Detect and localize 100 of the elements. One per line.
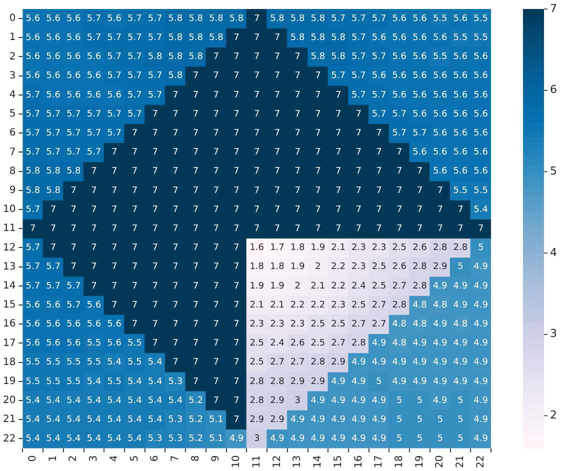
- data-label: 4.9: [432, 376, 448, 387]
- data-label: 2.3: [331, 300, 346, 310]
- data-label: 7: [213, 319, 220, 330]
- data-label: 7: [152, 338, 158, 349]
- data-label: 5.4: [107, 434, 122, 444]
- data-label: 7: [254, 52, 260, 62]
- data-label: 7: [192, 90, 199, 100]
- data-label: 7: [111, 262, 118, 272]
- data-label: 2.8: [270, 376, 285, 387]
- data-label: 4.9: [453, 358, 468, 368]
- data-label: 5.4: [26, 434, 40, 444]
- data-label: 7: [132, 224, 138, 234]
- y-tick-label: 9: [9, 185, 16, 196]
- data-label: 4.8: [412, 319, 428, 330]
- data-label: 7: [132, 281, 138, 292]
- data-label: 7: [213, 166, 220, 177]
- data-label: 7: [172, 338, 178, 349]
- data-label: 5.4: [107, 414, 122, 425]
- data-label: 5.6: [453, 52, 468, 62]
- data-label: 5: [458, 434, 464, 444]
- data-label: 7: [192, 376, 199, 387]
- data-label: 4.9: [453, 376, 468, 387]
- data-label: 7: [274, 186, 280, 196]
- x-tick-label: 19: [414, 455, 426, 468]
- data-label: 1.9: [310, 243, 326, 254]
- data-label: 7: [254, 14, 260, 24]
- data-label: 7: [396, 186, 402, 196]
- data-label: 5.7: [46, 148, 60, 158]
- data-label: 5.4: [66, 434, 82, 444]
- data-label: 2.5: [351, 300, 366, 310]
- data-label: 1.8: [250, 262, 264, 272]
- data-label: 5.6: [86, 71, 102, 82]
- data-label: 7: [192, 128, 199, 138]
- data-label: 5.6: [46, 71, 61, 82]
- data-label: 7: [192, 338, 199, 349]
- data-label: 7: [294, 128, 300, 138]
- data-label: 2: [294, 281, 300, 292]
- data-label: 5.6: [474, 148, 488, 158]
- data-label: 5: [478, 243, 484, 254]
- data-label: 5.7: [66, 128, 81, 138]
- data-label: 7: [315, 224, 321, 234]
- data-label: 7: [213, 186, 220, 196]
- data-label: 2.5: [331, 319, 346, 330]
- data-label: 2.8: [250, 396, 264, 406]
- data-label: 4.9: [372, 358, 386, 368]
- data-label: 7: [172, 204, 178, 215]
- y-tick-label: 8: [9, 166, 16, 177]
- data-label: 5.7: [372, 14, 386, 24]
- data-label: 5.6: [432, 71, 448, 82]
- data-label: 5.6: [412, 109, 428, 120]
- data-label: 7: [437, 204, 443, 215]
- y-tick-label: 12: [2, 242, 16, 254]
- data-label: 7: [213, 396, 220, 406]
- data-label: 7: [416, 186, 423, 196]
- data-label: 2.5: [392, 243, 407, 254]
- data-label: 2.9: [290, 376, 306, 387]
- data-label: 5.6: [453, 128, 468, 138]
- data-label: 5.7: [46, 128, 60, 138]
- data-label: 7: [416, 166, 423, 177]
- data-label: 5.7: [128, 32, 142, 43]
- y-tick-label: 2: [9, 51, 16, 62]
- x-tick-label: 8: [190, 455, 202, 462]
- data-label: 2.6: [290, 338, 306, 349]
- data-label: 7: [315, 128, 321, 138]
- data-label: 5.6: [392, 52, 407, 62]
- data-label: 5.8: [188, 52, 204, 62]
- x-tick-label: 3: [88, 455, 100, 462]
- data-label: 2.8: [250, 376, 264, 387]
- data-label: 5.6: [66, 319, 82, 330]
- color-bar-label: 7: [550, 2, 557, 15]
- data-label: 7: [172, 358, 178, 368]
- data-label: 2.9: [250, 414, 264, 425]
- data-label: 5.7: [46, 281, 60, 292]
- data-label: 2.5: [250, 358, 264, 368]
- data-label: 5.6: [86, 52, 102, 62]
- data-label: 5.4: [86, 376, 102, 387]
- data-label: 7: [111, 224, 118, 234]
- data-label: 7: [294, 204, 300, 215]
- data-label: 7: [192, 358, 199, 368]
- x-tick-label: 5: [129, 455, 140, 462]
- data-label: 7: [50, 243, 56, 254]
- data-label: 5.5: [128, 358, 142, 368]
- data-label: 2.8: [310, 358, 326, 368]
- data-label: 4.9: [392, 376, 407, 387]
- data-label: 3: [254, 434, 260, 444]
- data-label: 7: [234, 262, 240, 272]
- data-label: 5.6: [107, 338, 122, 349]
- color-bar-label: 2: [550, 408, 557, 422]
- data-label: 2.9: [331, 358, 346, 368]
- data-label: 5.7: [46, 262, 60, 272]
- data-label: 2.5: [310, 319, 326, 330]
- data-label: 5.4: [128, 376, 142, 387]
- data-label: 7: [294, 71, 300, 82]
- data-label: 2.1: [310, 281, 326, 292]
- data-label: 5.8: [331, 52, 346, 62]
- data-label: 2.8: [412, 262, 428, 272]
- data-label: 5.4: [46, 396, 61, 406]
- data-label: 7: [111, 166, 118, 177]
- data-label: 5.6: [26, 32, 40, 43]
- data-label: 7: [30, 224, 36, 234]
